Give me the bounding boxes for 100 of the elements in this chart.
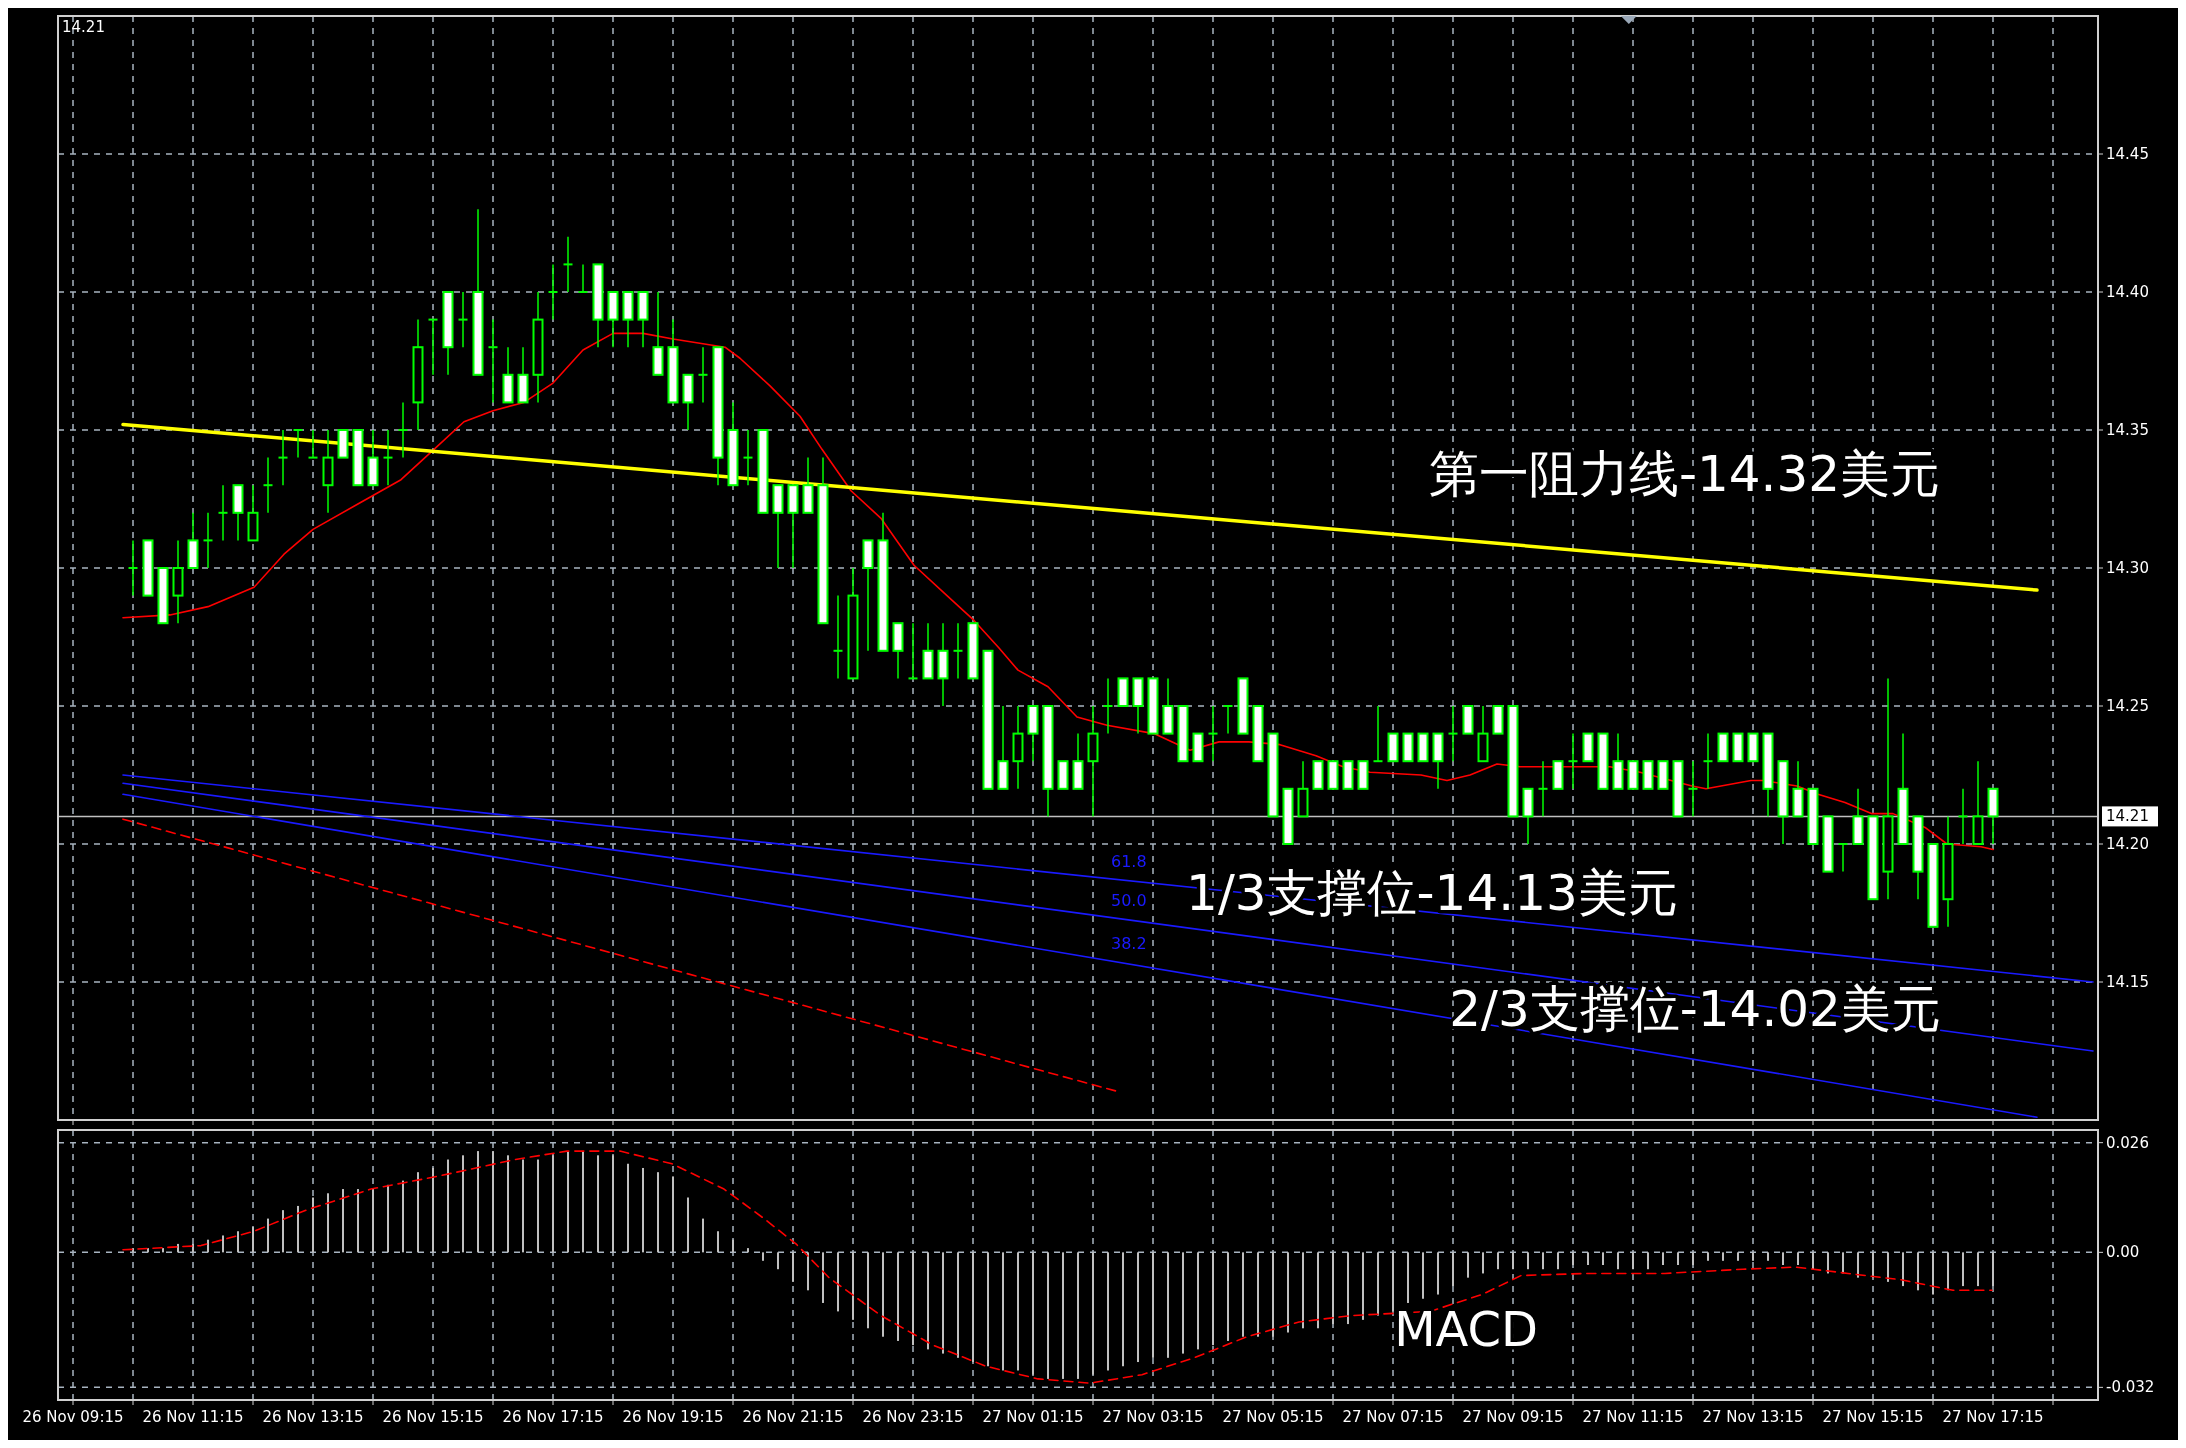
bar	[1422, 1252, 1424, 1299]
bar	[672, 1176, 674, 1253]
bar	[852, 1252, 854, 1320]
candlestick	[292, 429, 304, 459]
candlestick	[547, 263, 559, 321]
bar	[477, 1151, 479, 1253]
bar	[1017, 1252, 1019, 1371]
bar	[807, 1252, 809, 1291]
bar	[987, 1252, 989, 1367]
x-tick-label: 27 Nov 17:15	[1942, 1408, 2044, 1426]
bar	[1677, 1252, 1679, 1265]
x-tick-label: 27 Nov 05:15	[1222, 1408, 1324, 1426]
candlestick	[262, 456, 274, 514]
candlestick	[907, 622, 919, 680]
bar	[837, 1252, 839, 1312]
y-tick-label: 14.35	[2106, 421, 2149, 439]
bar	[1122, 1252, 1124, 1367]
bar	[612, 1155, 614, 1253]
bar	[1887, 1252, 1889, 1282]
candlestick	[307, 429, 319, 459]
bar	[1722, 1252, 1724, 1261]
x-tick-label: 27 Nov 13:15	[1702, 1408, 1804, 1426]
bar	[762, 1252, 764, 1261]
candlestick	[577, 263, 589, 293]
bar	[1707, 1252, 1709, 1261]
bar	[1392, 1252, 1394, 1312]
candlestick	[397, 401, 409, 459]
bar	[1332, 1252, 1334, 1325]
candlestick	[1207, 705, 1219, 762]
bar	[1272, 1252, 1274, 1337]
candlestick	[1537, 760, 1549, 818]
bar	[1617, 1252, 1619, 1270]
bar	[627, 1163, 629, 1253]
candlestick	[1837, 843, 1849, 873]
bar	[327, 1193, 329, 1253]
bar	[1452, 1252, 1454, 1287]
bar	[387, 1184, 389, 1253]
candlestick	[382, 429, 394, 486]
bar	[357, 1189, 359, 1253]
bar	[1287, 1252, 1289, 1333]
bar	[1482, 1252, 1484, 1274]
bar	[972, 1252, 974, 1363]
bar	[312, 1197, 314, 1253]
bar	[927, 1252, 929, 1350]
candlestick	[202, 512, 214, 569]
y-tick-label: 0.00	[2106, 1243, 2140, 1262]
bar	[282, 1210, 284, 1253]
bar	[792, 1252, 794, 1282]
bar	[1962, 1252, 1964, 1287]
candlestick	[742, 429, 754, 486]
bar	[867, 1252, 869, 1329]
bar	[732, 1239, 734, 1253]
bar	[1437, 1252, 1439, 1295]
bar	[1377, 1252, 1379, 1316]
bar	[237, 1231, 239, 1253]
x-tick-label: 27 Nov 07:15	[1342, 1408, 1444, 1426]
bar	[657, 1172, 659, 1253]
bar	[747, 1248, 749, 1253]
x-tick-label: 26 Nov 15:15	[382, 1408, 484, 1426]
bar	[1557, 1252, 1559, 1270]
bar	[1167, 1252, 1169, 1358]
bar	[1977, 1252, 1979, 1287]
bar	[417, 1172, 419, 1253]
bar	[1257, 1252, 1259, 1337]
series-label: 38.2	[1111, 934, 1147, 954]
bar	[1782, 1252, 1784, 1265]
bar	[1752, 1252, 1754, 1261]
bar	[597, 1155, 599, 1253]
candlestick	[217, 484, 229, 542]
bar	[957, 1252, 959, 1358]
x-tick-label: 27 Nov 15:15	[1822, 1408, 1924, 1426]
bar	[1932, 1252, 1934, 1295]
bar	[882, 1252, 884, 1337]
x-tick-label: 27 Nov 01:15	[982, 1408, 1084, 1426]
candlestick	[697, 346, 709, 404]
candlestick	[1102, 677, 1114, 735]
candlestick	[1372, 705, 1384, 763]
x-tick-label: 26 Nov 17:15	[502, 1408, 604, 1426]
y-tick-label: -0.032	[2106, 1378, 2155, 1397]
x-tick-label: 26 Nov 19:15	[622, 1408, 724, 1426]
candlestick	[1567, 732, 1579, 790]
y-tick-label: 0.026	[2106, 1133, 2149, 1152]
y-tick-label: 14.20	[2106, 835, 2149, 853]
bar	[297, 1205, 299, 1253]
bar	[1767, 1252, 1769, 1261]
y-tick-label: 14.25	[2106, 697, 2149, 715]
bar	[522, 1159, 524, 1253]
bar	[462, 1155, 464, 1253]
bar	[207, 1239, 209, 1253]
bar	[552, 1155, 554, 1253]
bar	[912, 1252, 914, 1346]
x-tick-label: 27 Nov 11:15	[1582, 1408, 1684, 1426]
bar	[222, 1235, 224, 1253]
candlestick	[457, 291, 469, 348]
candlestick	[952, 622, 964, 680]
bar	[1347, 1252, 1349, 1325]
bar	[942, 1252, 944, 1354]
bar	[717, 1231, 719, 1253]
bar	[267, 1218, 269, 1253]
x-tick-label: 26 Nov 23:15	[862, 1408, 964, 1426]
